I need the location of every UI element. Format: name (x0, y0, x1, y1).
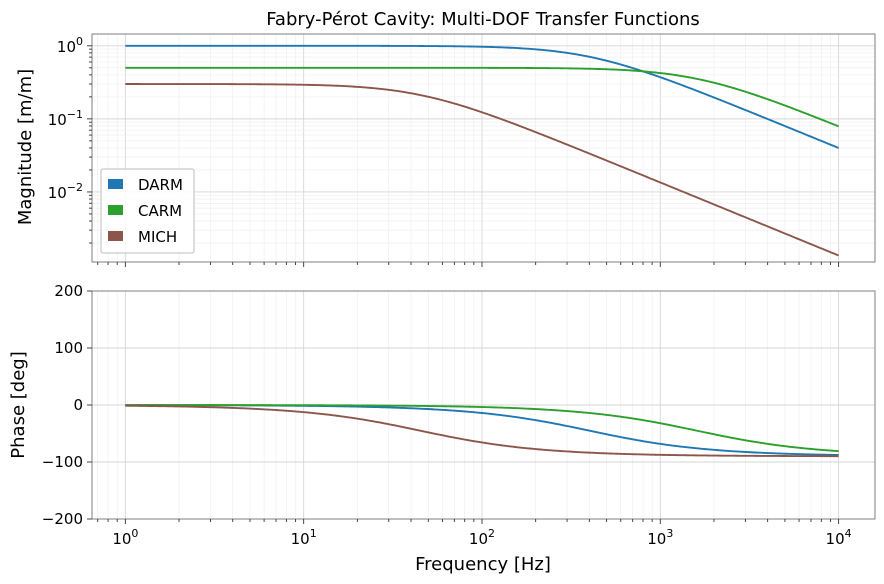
phase-y-tick-label: −100 (42, 453, 83, 471)
phase-y-axis-label: Phase [deg] (8, 351, 29, 458)
phase-y-tick-label: 200 (54, 282, 83, 300)
magnitude-y-tick-label: 100 (57, 35, 83, 56)
phase-y-tick-label: 0 (73, 396, 83, 414)
phase-y-tick-label: −200 (42, 510, 83, 528)
legend-swatch-darm (108, 179, 123, 189)
legend-swatch-carm (108, 205, 123, 215)
legend-label-darm: DARM (138, 176, 183, 194)
legend-label-mich: MICH (138, 228, 177, 246)
magnitude-y-tick-label: 10−2 (48, 181, 83, 202)
legend: DARM CARM MICH (100, 168, 195, 254)
legend-label-carm: CARM (138, 202, 182, 220)
x-axis-label: Frequency [Hz] (415, 554, 551, 575)
x-tick-label: 101 (291, 527, 317, 548)
magnitude-line-darm (125, 44, 839, 149)
legend-box (100, 168, 195, 254)
magnitude-line-mich (125, 83, 839, 257)
phase-line-mich (125, 404, 839, 458)
magnitude-y-tick-label: 10−1 (48, 108, 83, 129)
magnitude-panel: 100 10−1 10−2 (48, 33, 876, 267)
x-tick-label: 103 (647, 527, 673, 548)
phase-panel: 100 101 102 103 104 200 100 0 −100 −200 (42, 282, 876, 548)
x-tick-label: 104 (826, 527, 852, 548)
x-tick-label: 102 (469, 527, 495, 548)
magnitude-y-axis-label: Magnitude [m/m] (15, 69, 36, 225)
phase-y-tick-label: 100 (54, 339, 83, 357)
magnitude-line-carm (125, 66, 839, 128)
x-tick-label: 100 (112, 527, 138, 548)
phase-line-carm (125, 404, 839, 453)
chart-title: Fabry-Pérot Cavity: Multi-DOF Transfer F… (266, 9, 700, 30)
legend-swatch-mich (108, 231, 123, 241)
